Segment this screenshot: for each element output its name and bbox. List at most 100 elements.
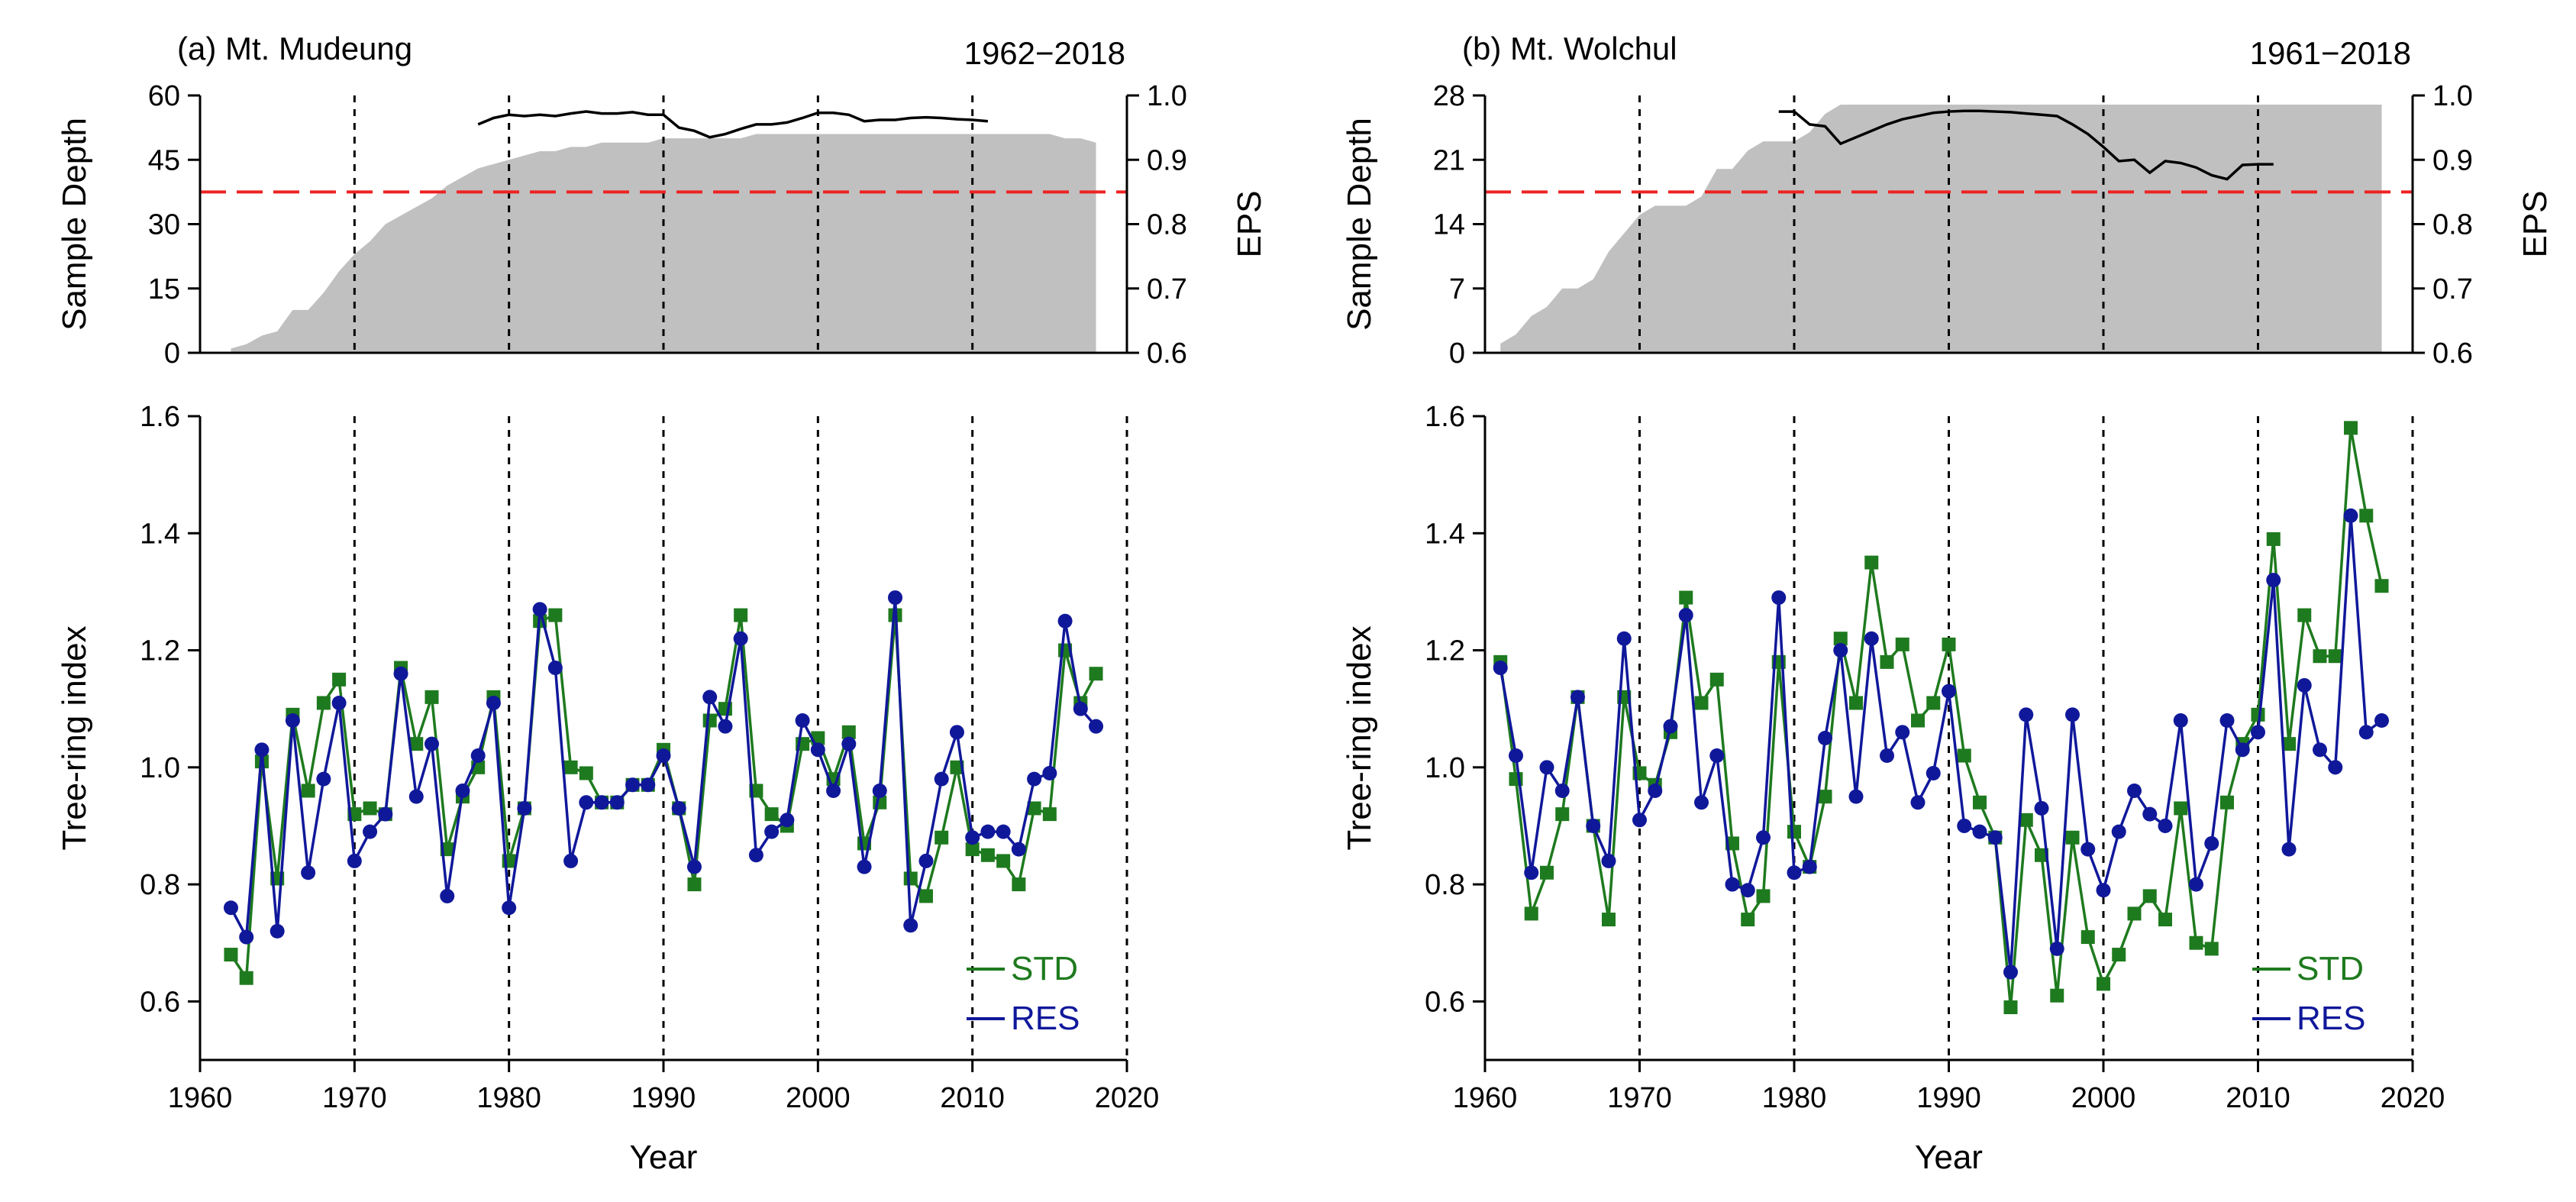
std-point-b-2011 bbox=[2266, 532, 2281, 546]
res-point-a-1988 bbox=[625, 777, 641, 793]
res-point-a-1979 bbox=[486, 696, 501, 711]
std-point-b-1963 bbox=[1524, 906, 1538, 921]
res-point-b-1993 bbox=[1987, 830, 2003, 845]
res-point-a-2010 bbox=[965, 830, 980, 845]
legend-label-res-a: RES bbox=[1011, 1000, 1080, 1037]
res-point-b-1994 bbox=[2003, 965, 2018, 980]
res-point-b-1985 bbox=[1864, 631, 1879, 646]
res-point-b-2004 bbox=[2158, 818, 2173, 833]
res-point-a-2004 bbox=[872, 783, 887, 798]
res-point-b-1980 bbox=[1787, 865, 1802, 880]
res-point-b-1988 bbox=[1910, 795, 1926, 810]
res-point-a-2005 bbox=[888, 590, 902, 606]
ytick-label-a-top-60: 60 bbox=[148, 80, 180, 112]
ytick-label-b-bottom-0.6: 0.6 bbox=[1425, 986, 1465, 1018]
res-point-b-2013 bbox=[2297, 678, 2312, 693]
xlabel-b: Year bbox=[1915, 1139, 1983, 1176]
res-point-a-1992 bbox=[686, 859, 702, 874]
res-point-b-1974 bbox=[1694, 795, 1709, 810]
std-point-a-1992 bbox=[687, 877, 702, 892]
res-point-b-1989 bbox=[1926, 765, 1941, 780]
y2tick-label-b-0.9: 0.9 bbox=[2432, 144, 2473, 176]
y2tick-label-a-0.6: 0.6 bbox=[1147, 338, 1187, 370]
std-point-b-1968 bbox=[1602, 913, 1616, 927]
res-point-b-2005 bbox=[2173, 713, 2188, 729]
std-point-a-2013 bbox=[1012, 877, 1026, 892]
std-point-b-1995 bbox=[2019, 813, 2033, 827]
res-point-b-1998 bbox=[2065, 707, 2080, 722]
res-point-a-1976 bbox=[440, 888, 455, 903]
std-point-a-2002 bbox=[841, 725, 856, 739]
res-point-b-2015 bbox=[2328, 760, 2343, 775]
eps-line-a bbox=[477, 110, 989, 139]
res-point-a-1963 bbox=[239, 929, 254, 945]
y2tick-label-b-0.6: 0.6 bbox=[2432, 338, 2473, 370]
ytick-label-b-bottom-1.0: 1.0 bbox=[1425, 752, 1465, 784]
res-point-a-2017 bbox=[1073, 701, 1088, 716]
ylabel-b-bottom: Tree-ring index bbox=[1341, 625, 1378, 850]
res-point-b-1981 bbox=[1802, 859, 1817, 874]
std-point-b-1997 bbox=[2050, 988, 2064, 1003]
res-point-a-2013 bbox=[1011, 842, 1026, 857]
res-point-a-1967 bbox=[301, 865, 316, 880]
xtick-label-b-2020: 2020 bbox=[2381, 1082, 2445, 1114]
std-point-b-1987 bbox=[1895, 637, 1909, 651]
res-point-b-1964 bbox=[1539, 760, 1554, 775]
sample-depth-area-b bbox=[1500, 105, 2382, 354]
res-point-a-1978 bbox=[470, 748, 486, 763]
std-point-b-1977 bbox=[1741, 913, 1755, 927]
res-point-b-1967 bbox=[1586, 818, 1601, 833]
ytick-label-b-top-14: 14 bbox=[1433, 209, 1465, 241]
res-point-a-1973 bbox=[393, 666, 408, 681]
res-point-b-2001 bbox=[2111, 824, 2126, 839]
std-point-a-1983 bbox=[548, 608, 563, 622]
ytick-label-a-bottom-0.6: 0.6 bbox=[140, 986, 180, 1018]
std-point-a-1968 bbox=[316, 696, 331, 710]
eps-line-b bbox=[1778, 109, 2274, 181]
res-point-b-1975 bbox=[1709, 748, 1725, 763]
res-point-a-1985 bbox=[579, 795, 594, 810]
std-point-a-2007 bbox=[918, 889, 933, 903]
ytick-label-a-bottom-1.4: 1.4 bbox=[140, 518, 180, 550]
std-point-a-2008 bbox=[935, 830, 949, 845]
ytick-label-a-top-0: 0 bbox=[164, 338, 180, 370]
std-point-a-1971 bbox=[363, 801, 377, 816]
res-point-a-1995 bbox=[733, 631, 748, 646]
res-point-a-2014 bbox=[1027, 771, 1042, 787]
std-point-a-1975 bbox=[424, 690, 439, 704]
res-point-b-1995 bbox=[2019, 707, 2034, 722]
res-point-b-1997 bbox=[2049, 941, 2064, 956]
res-point-a-1968 bbox=[316, 771, 331, 787]
res-point-b-1991 bbox=[1957, 818, 1972, 833]
res-point-b-1973 bbox=[1678, 608, 1693, 623]
std-point-b-1975 bbox=[1709, 672, 1724, 687]
res-point-b-1961 bbox=[1493, 661, 1508, 676]
std-point-b-1973 bbox=[1679, 590, 1693, 605]
xtick-label-a-1970: 1970 bbox=[322, 1082, 387, 1114]
res-point-b-1992 bbox=[1972, 824, 1987, 839]
xtick-label-b-1980: 1980 bbox=[1762, 1082, 1827, 1114]
res-point-a-2015 bbox=[1042, 765, 1057, 780]
std-point-b-1990 bbox=[1942, 637, 1956, 651]
std-point-a-1993 bbox=[702, 713, 717, 728]
res-point-b-2009 bbox=[2235, 742, 2250, 758]
res-point-a-1999 bbox=[795, 713, 810, 729]
y2label-a: EPS bbox=[1231, 190, 1268, 257]
y2tick-label-a-0.8: 0.8 bbox=[1147, 209, 1187, 241]
ytick-label-a-bottom-1.2: 1.2 bbox=[140, 635, 180, 667]
res-point-b-2000 bbox=[2096, 883, 2111, 898]
std-point-b-1983 bbox=[1833, 632, 1848, 646]
std-point-b-1989 bbox=[1926, 696, 1941, 710]
res-point-a-1987 bbox=[609, 795, 625, 810]
y2tick-label-a-1.0: 1.0 bbox=[1147, 80, 1187, 112]
std-point-b-2000 bbox=[2097, 977, 2110, 991]
res-point-b-1976 bbox=[1725, 877, 1740, 892]
res-point-b-1965 bbox=[1554, 783, 1570, 798]
y2label-b: EPS bbox=[2516, 190, 2554, 257]
std-point-b-1984 bbox=[1849, 696, 1863, 710]
ytick-label-b-top-28: 28 bbox=[1433, 80, 1465, 112]
res-point-b-1999 bbox=[2080, 842, 2096, 857]
legend-label-std-b: STD bbox=[2297, 950, 2364, 987]
std-point-a-1984 bbox=[563, 760, 578, 774]
res-point-a-2008 bbox=[934, 771, 949, 787]
